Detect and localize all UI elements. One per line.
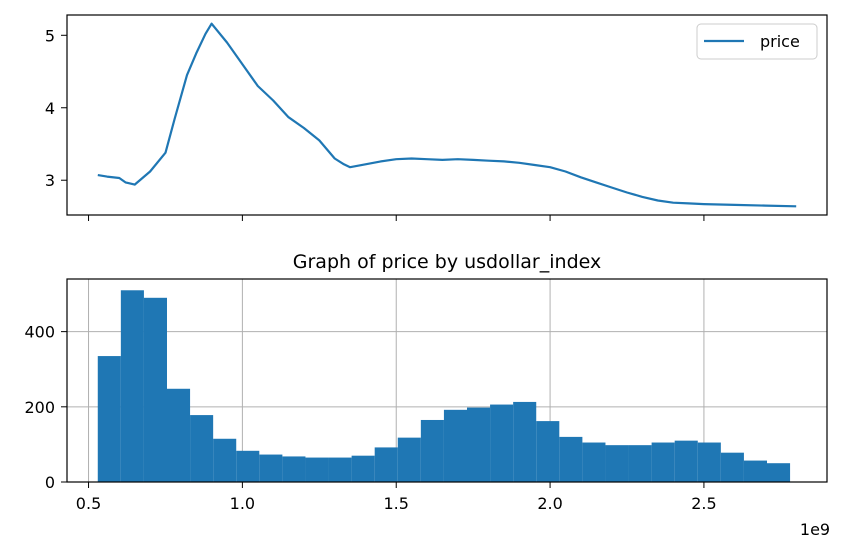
histogram-y-axis: 0 200 400 (24, 323, 67, 492)
y-tick-label: 0 (45, 473, 55, 492)
histogram-bar (305, 457, 329, 482)
histogram-bar (213, 438, 237, 482)
x-tick-label: 1.0 (230, 494, 255, 513)
histogram-bar (351, 455, 375, 482)
histogram-bar (490, 404, 514, 482)
histogram-bar (236, 450, 260, 482)
x-axis-offset-label: 1e9 (800, 520, 830, 539)
price-line-axes-frame (66, 14, 828, 216)
legend-label-price: price (760, 32, 800, 51)
histogram-bar (559, 436, 583, 482)
histogram-bar (120, 290, 144, 482)
x-tick-label: 1.5 (384, 494, 409, 513)
y-tick-label: 5 (45, 26, 55, 45)
histogram-bar (674, 440, 698, 482)
price-line-plot-area (97, 22, 797, 208)
histogram-bar (328, 457, 352, 482)
x-tick-label: 2.5 (691, 494, 716, 513)
histogram-panel: Graph of price by usdollar_index 0 200 400… (24, 251, 830, 539)
histogram-bar (467, 407, 491, 482)
legend-box (696, 23, 818, 60)
legend: price (696, 23, 818, 60)
histogram-bar (397, 437, 421, 482)
x-tick-label: 2.0 (537, 494, 562, 513)
histogram-bar (536, 421, 560, 482)
histogram-bar (743, 460, 767, 482)
histogram-bar (443, 409, 467, 482)
chart-title: Graph of price by usdollar_index (293, 251, 601, 273)
histogram-bar (190, 415, 214, 482)
price-line-series (97, 22, 797, 208)
y-tick-label: 200 (24, 398, 55, 417)
histogram-bar (651, 442, 675, 482)
price-line-x-axis (88, 215, 705, 221)
histogram-bar (605, 445, 629, 482)
price-line-panel: 3 4 5 price (45, 14, 828, 221)
y-tick-label: 4 (45, 99, 55, 118)
histogram-axes-frame (66, 278, 828, 483)
price-line-y-axis: 3 4 5 (45, 26, 67, 190)
histogram-bar (167, 388, 191, 482)
histogram-bar (720, 452, 744, 482)
histogram-bar (628, 445, 652, 482)
histogram-bar (143, 297, 167, 482)
histogram-bar (697, 442, 721, 482)
histogram-x-axis: 0.5 1.0 1.5 2.0 2.5 (76, 482, 717, 513)
histogram-bar (259, 454, 283, 482)
y-tick-label: 400 (24, 323, 55, 342)
histogram-bar (420, 419, 444, 482)
histogram-bar (374, 447, 398, 482)
histogram-bars (97, 290, 791, 482)
histogram-bar (97, 356, 121, 482)
histogram-bar (282, 456, 306, 482)
histogram-bar (767, 463, 791, 482)
histogram-bar (582, 442, 606, 482)
histogram-bar (513, 401, 537, 482)
x-tick-label: 0.5 (76, 494, 101, 513)
y-tick-label: 3 (45, 171, 55, 190)
